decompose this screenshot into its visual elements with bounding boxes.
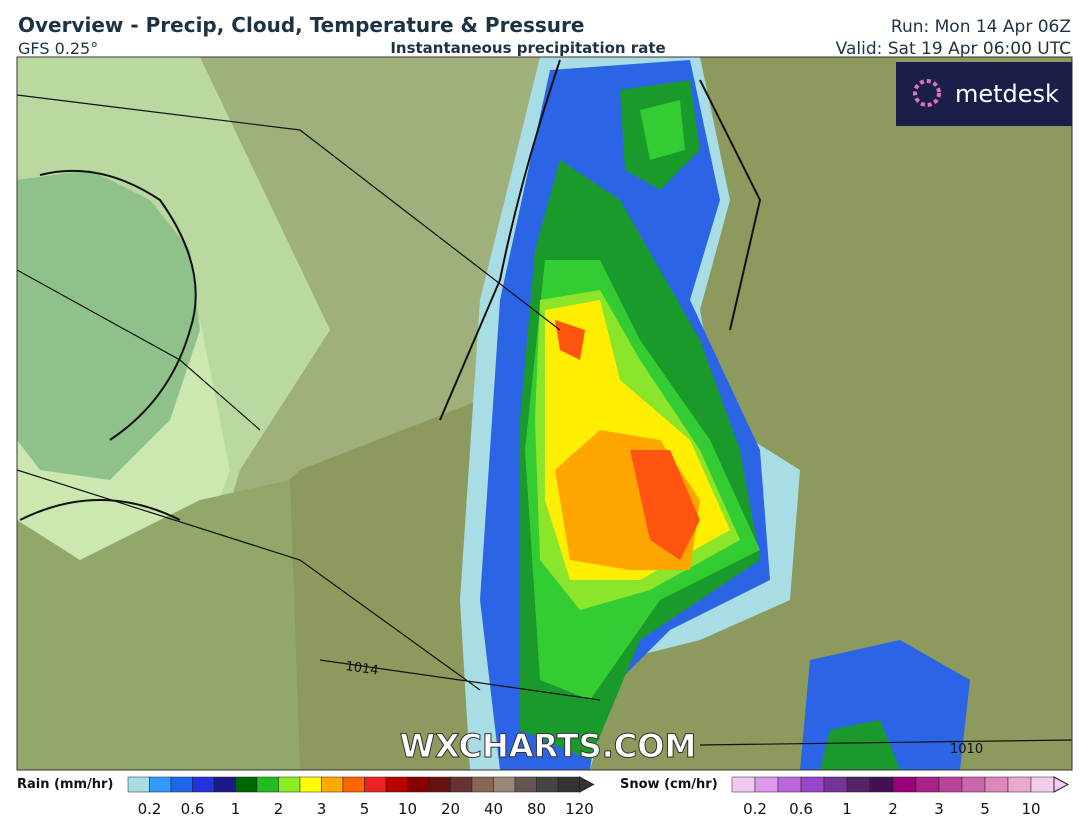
snow-legend-label: Snow (cm/hr) — [620, 777, 718, 792]
legend-arrow — [579, 776, 595, 793]
legend-tick-label: 0.2 — [743, 800, 767, 818]
legend-swatch — [342, 776, 365, 793]
legend-swatch — [278, 776, 301, 793]
legend-swatch — [938, 776, 963, 793]
legend-swatch — [385, 776, 408, 793]
legend-tick-label: 20 — [441, 800, 460, 818]
legend-tick-label: 5 — [980, 800, 990, 818]
legend-tick-label: 0.6 — [181, 800, 205, 818]
legend-tick-label: 80 — [527, 800, 546, 818]
legend-tick-label: 0.6 — [789, 800, 813, 818]
legend-swatch — [731, 776, 756, 793]
legend-swatch — [823, 776, 848, 793]
legend-swatch — [235, 776, 258, 793]
logo: metdesk — [955, 80, 1059, 108]
legend-tick-label: 1 — [231, 800, 241, 818]
legend-tick-label: 120 — [565, 800, 594, 818]
legend-swatch — [256, 776, 279, 793]
legend-tick-label: 1 — [842, 800, 852, 818]
legend-swatch — [127, 776, 150, 793]
legend-tick-label: 40 — [484, 800, 503, 818]
valid: Valid: Sat 19 Apr 06:00 UTC — [836, 39, 1071, 59]
legend-swatch — [170, 776, 193, 793]
legend-swatch — [846, 776, 871, 793]
legend-swatch — [149, 776, 172, 793]
run: Run: Mon 14 Apr 06Z — [891, 17, 1071, 37]
legend-swatch — [1030, 776, 1055, 793]
rain-legend-label: Rain (mm/hr) — [17, 777, 113, 792]
legend-swatch — [892, 776, 917, 793]
legend-swatch — [961, 776, 986, 793]
legend-arrow — [1053, 776, 1070, 793]
legend-swatch — [915, 776, 940, 793]
subtitle: Instantaneous precipitation rate — [390, 39, 665, 57]
legend-swatch — [984, 776, 1009, 793]
isobar-label: 1014 — [344, 659, 379, 678]
map: metdesk WXCHARTS.COM 1014 1010 — [16, 56, 1073, 771]
legend-tick-label: 5 — [360, 800, 370, 818]
legend-tick-label: 10 — [1021, 800, 1040, 818]
legend-swatch — [213, 776, 236, 793]
legend-swatch — [407, 776, 430, 793]
legend-swatch — [321, 776, 344, 793]
isobar-label: 1010 — [950, 742, 983, 757]
legend-swatch — [1007, 776, 1032, 793]
legend-swatch — [754, 776, 779, 793]
legend-tick-label: 0.2 — [138, 800, 162, 818]
legend-swatch — [428, 776, 451, 793]
legend-swatch — [364, 776, 387, 793]
watermark: WXCHARTS.COM — [400, 727, 697, 765]
legend-swatch — [493, 776, 516, 793]
legend-swatch — [471, 776, 494, 793]
legend-swatch — [514, 776, 537, 793]
model: GFS 0.25° — [18, 39, 98, 58]
legend-swatch — [192, 776, 215, 793]
legend-swatch — [299, 776, 322, 793]
legend-swatch — [536, 776, 559, 793]
legend-swatch — [777, 776, 802, 793]
title: Overview - Precip, Cloud, Temperature & … — [18, 13, 584, 37]
legend-swatch — [800, 776, 825, 793]
legend-swatch — [557, 776, 580, 793]
legend-swatch — [450, 776, 473, 793]
legend-tick-label: 2 — [274, 800, 284, 818]
legend-tick-label: 3 — [934, 800, 944, 818]
legend-tick-label: 10 — [398, 800, 417, 818]
legend-swatch — [869, 776, 894, 793]
legend-tick-label: 2 — [888, 800, 898, 818]
legend-tick-label: 3 — [317, 800, 327, 818]
legends: 0.2 0.6 1 2 3 5 10 20 40 80 120 0.2 0.6 1 2 3 5 10 — [127, 776, 1070, 818]
